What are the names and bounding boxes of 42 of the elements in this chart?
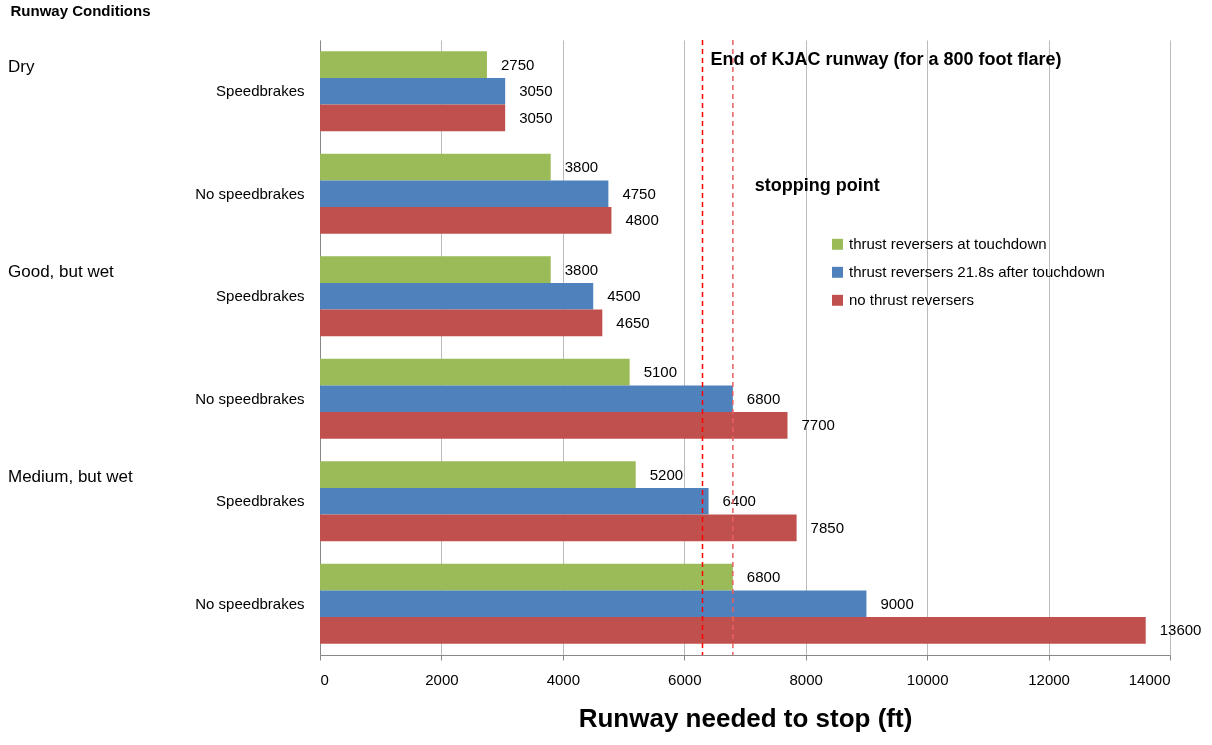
data-label: 6800 — [746, 568, 781, 586]
data-label: 4500 — [607, 287, 641, 305]
x-tick-label: 4000 — [546, 670, 581, 688]
y-axis-title: Runway Conditions — [10, 1, 151, 19]
legend-label: thrust reversers at touchdown — [849, 235, 1047, 253]
x-tick-label: 6000 — [668, 670, 702, 688]
data-label: 7850 — [810, 518, 844, 536]
x-tick-label: 14000 — [1128, 670, 1171, 688]
data-label: 4650 — [616, 313, 650, 331]
x-tick-label: 10000 — [906, 670, 949, 688]
ref-line-label: stopping point — [754, 175, 880, 195]
x-tick-label: 2000 — [425, 670, 459, 688]
text: Medium, but wet — [8, 467, 133, 487]
y-tick-label: No speedbrakes — [195, 184, 305, 202]
legend-label: no thrust reversers — [849, 291, 975, 309]
data-label: 6800 — [746, 389, 781, 407]
y-tick-label: No speedbrakes — [195, 389, 305, 407]
data-label: 3800 — [564, 158, 599, 176]
y-tick-label: Speedbrakes — [216, 287, 305, 305]
x-tick-label: 0 — [320, 670, 329, 688]
y-tick-label: Speedbrakes — [216, 492, 305, 510]
legend-label: thrust reversers 21.8s after touchdown — [849, 263, 1105, 281]
data-label: 2750 — [500, 55, 535, 73]
text: Good, but wet — [8, 262, 115, 282]
ref-line-label: End of KJAC runway (for a 800 foot flare) — [710, 49, 1062, 69]
data-label: 3800 — [564, 260, 599, 278]
x-axis-title: Runway needed to stop (ft) — [578, 702, 913, 733]
data-label: 5200 — [649, 465, 684, 483]
data-label: 3050 — [519, 82, 553, 100]
x-tick-label: 12000 — [1028, 670, 1070, 688]
data-label: 6400 — [722, 492, 756, 510]
data-label: 4750 — [622, 184, 656, 202]
data-label: 9000 — [880, 594, 914, 612]
y-tick-label: No speedbrakes — [195, 594, 305, 612]
data-label: 4800 — [625, 211, 659, 229]
data-label: 13600 — [1159, 621, 1202, 639]
y-tick-label: Speedbrakes — [216, 82, 305, 100]
data-label: 5100 — [643, 363, 678, 381]
data-label: 3050 — [519, 108, 553, 126]
text: Dry — [8, 57, 35, 77]
x-tick-label: 8000 — [789, 670, 823, 688]
data-label: 7700 — [801, 416, 835, 434]
